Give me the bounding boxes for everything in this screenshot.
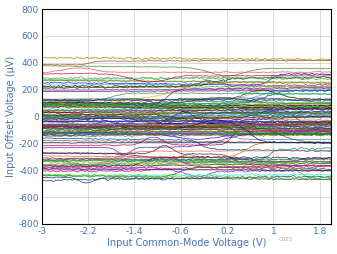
X-axis label: Input Common-Mode Voltage (V): Input Common-Mode Voltage (V): [107, 239, 266, 248]
Y-axis label: Input Offset Voltage (μV): Input Offset Voltage (μV): [5, 56, 16, 177]
Text: C025: C025: [279, 237, 293, 242]
